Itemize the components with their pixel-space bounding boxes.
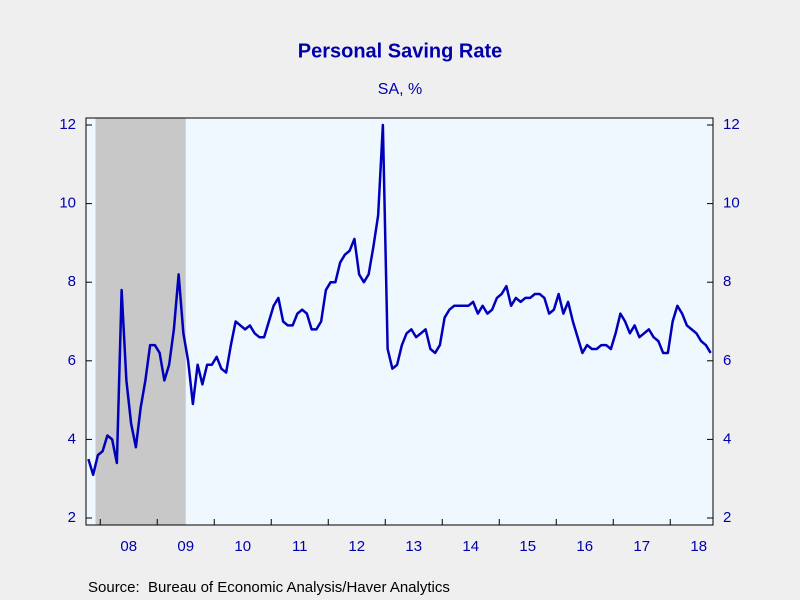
y-tick-label: 2	[68, 509, 76, 526]
x-tick-label: 15	[519, 538, 536, 555]
series-line	[87, 123, 712, 477]
y2-tick-label: 2	[723, 509, 731, 526]
y2-tick-label: 4	[723, 430, 731, 447]
x-tick-label: 12	[348, 538, 365, 555]
x-tick-label: 08	[120, 538, 137, 555]
x-tick-label: 09	[177, 538, 194, 555]
x-tick-label: 13	[405, 538, 422, 555]
x-tick-label: 18	[690, 538, 707, 555]
y-tick-label: 6	[68, 352, 76, 369]
y2-tick-label: 6	[723, 352, 731, 369]
x-tick-label: 16	[576, 538, 593, 555]
y-tick-label: 8	[68, 273, 76, 290]
x-tick-label: 11	[292, 538, 308, 555]
x-tick-label: 10	[234, 538, 251, 555]
plot-area	[85, 117, 714, 526]
x-tick-label: 17	[633, 538, 650, 555]
y-tick-label: 12	[59, 116, 76, 133]
y2-tick-label: 8	[723, 273, 731, 290]
y-tick-label: 4	[68, 430, 76, 447]
source-note: Source: Bureau of Economic Analysis/Have…	[88, 579, 450, 596]
x-tick-label: 14	[462, 538, 479, 555]
chart-title: Personal Saving Rate	[298, 40, 503, 62]
chart-subtitle: SA, %	[378, 81, 422, 98]
recession-shade	[95, 118, 186, 525]
y2-tick-label: 12	[723, 116, 740, 133]
y-tick-label: 10	[59, 195, 76, 212]
y2-tick-label: 10	[723, 195, 740, 212]
